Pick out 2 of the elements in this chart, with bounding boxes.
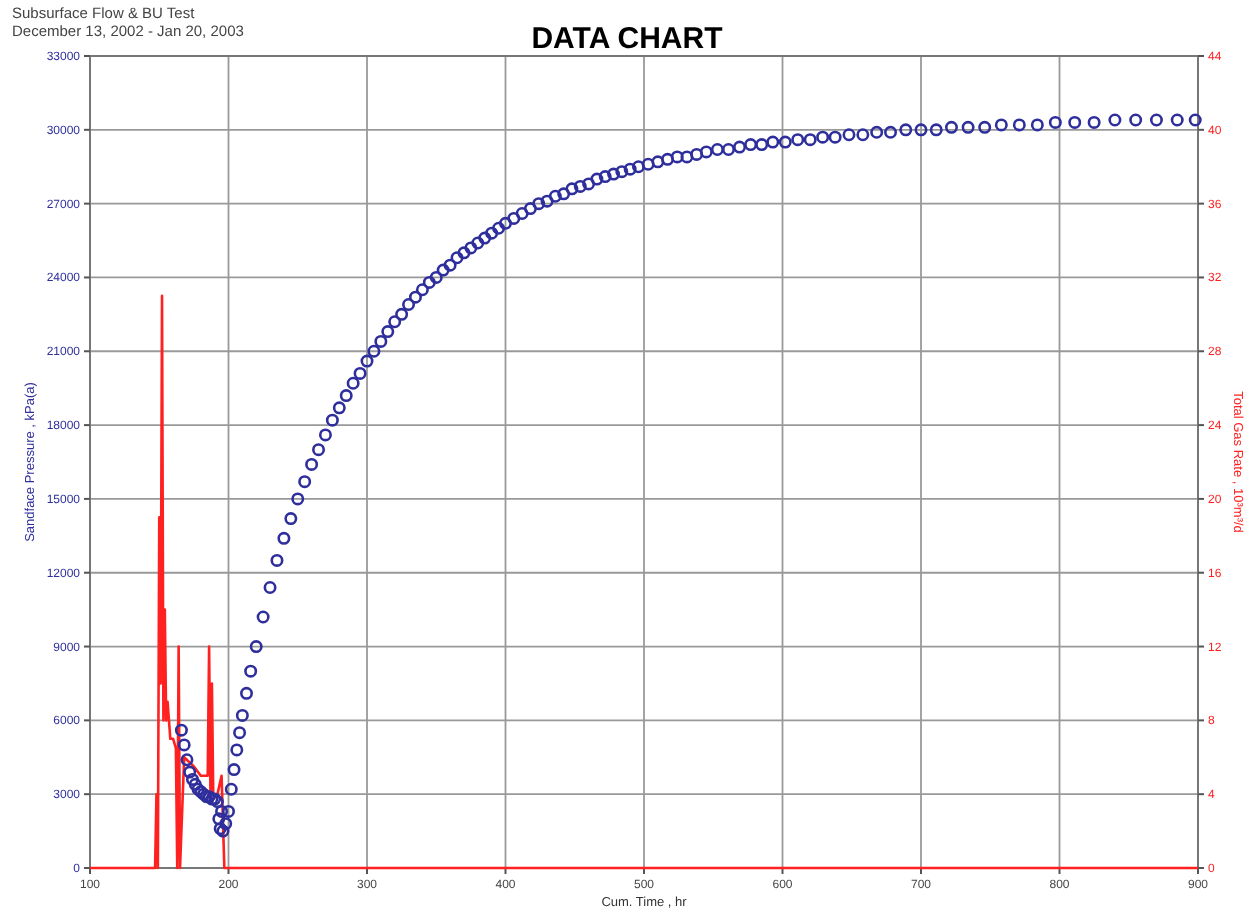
- line-series: [88, 294, 1200, 870]
- chart-title: DATA CHART: [531, 22, 723, 56]
